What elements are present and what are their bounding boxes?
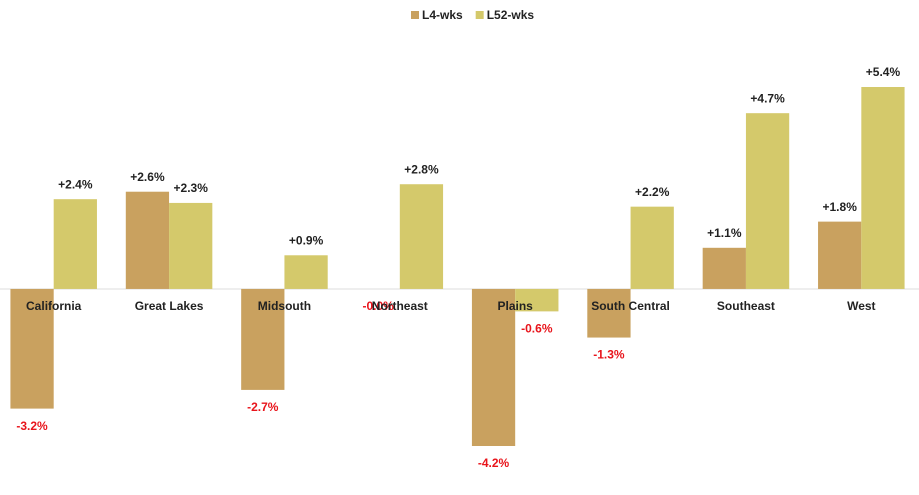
legend-label: L52-wks <box>487 8 535 22</box>
bar <box>630 206 674 289</box>
x-tick-label: West <box>847 299 875 313</box>
bar <box>241 288 285 390</box>
bar <box>702 247 746 289</box>
bar <box>471 288 516 446</box>
x-tick-label: Midsouth <box>258 299 311 313</box>
value-label: -2.7% <box>247 400 279 414</box>
value-label: -0.6% <box>521 322 553 336</box>
value-label: +1.8% <box>823 200 858 214</box>
bar <box>818 221 862 289</box>
x-tick-label: Southeast <box>717 299 775 313</box>
value-label: -3.2% <box>16 419 48 433</box>
value-label: +2.4% <box>58 177 93 191</box>
value-label: -0.0% <box>363 299 395 313</box>
value-label: +0.9% <box>289 233 324 247</box>
x-tick-label: Northeast <box>372 299 428 313</box>
value-label: +1.1% <box>707 226 742 240</box>
bar <box>515 288 559 312</box>
x-tick-label: South Central <box>591 299 670 313</box>
legend-label: L4-wks <box>422 8 463 22</box>
value-label: -1.3% <box>593 348 625 362</box>
value-label: +2.3% <box>174 181 209 195</box>
bar <box>861 87 905 289</box>
bar <box>53 199 97 289</box>
value-label: +5.4% <box>866 65 901 79</box>
bar <box>284 255 328 289</box>
value-label: +2.8% <box>404 162 439 176</box>
legend-swatch <box>475 11 484 19</box>
value-label: -4.2% <box>478 456 510 470</box>
value-label: +2.2% <box>635 185 670 199</box>
bar <box>745 113 790 289</box>
bar <box>169 202 213 289</box>
x-tick-label: Plains <box>498 299 534 313</box>
x-tick-label: California <box>26 299 82 313</box>
bar <box>10 288 54 409</box>
value-label: +4.7% <box>750 91 785 105</box>
legend-swatch <box>411 11 419 19</box>
x-tick-label: Great Lakes <box>135 299 204 313</box>
bar <box>399 184 444 289</box>
bar <box>587 288 631 338</box>
value-label: +2.6% <box>130 170 165 184</box>
bar <box>125 191 170 289</box>
